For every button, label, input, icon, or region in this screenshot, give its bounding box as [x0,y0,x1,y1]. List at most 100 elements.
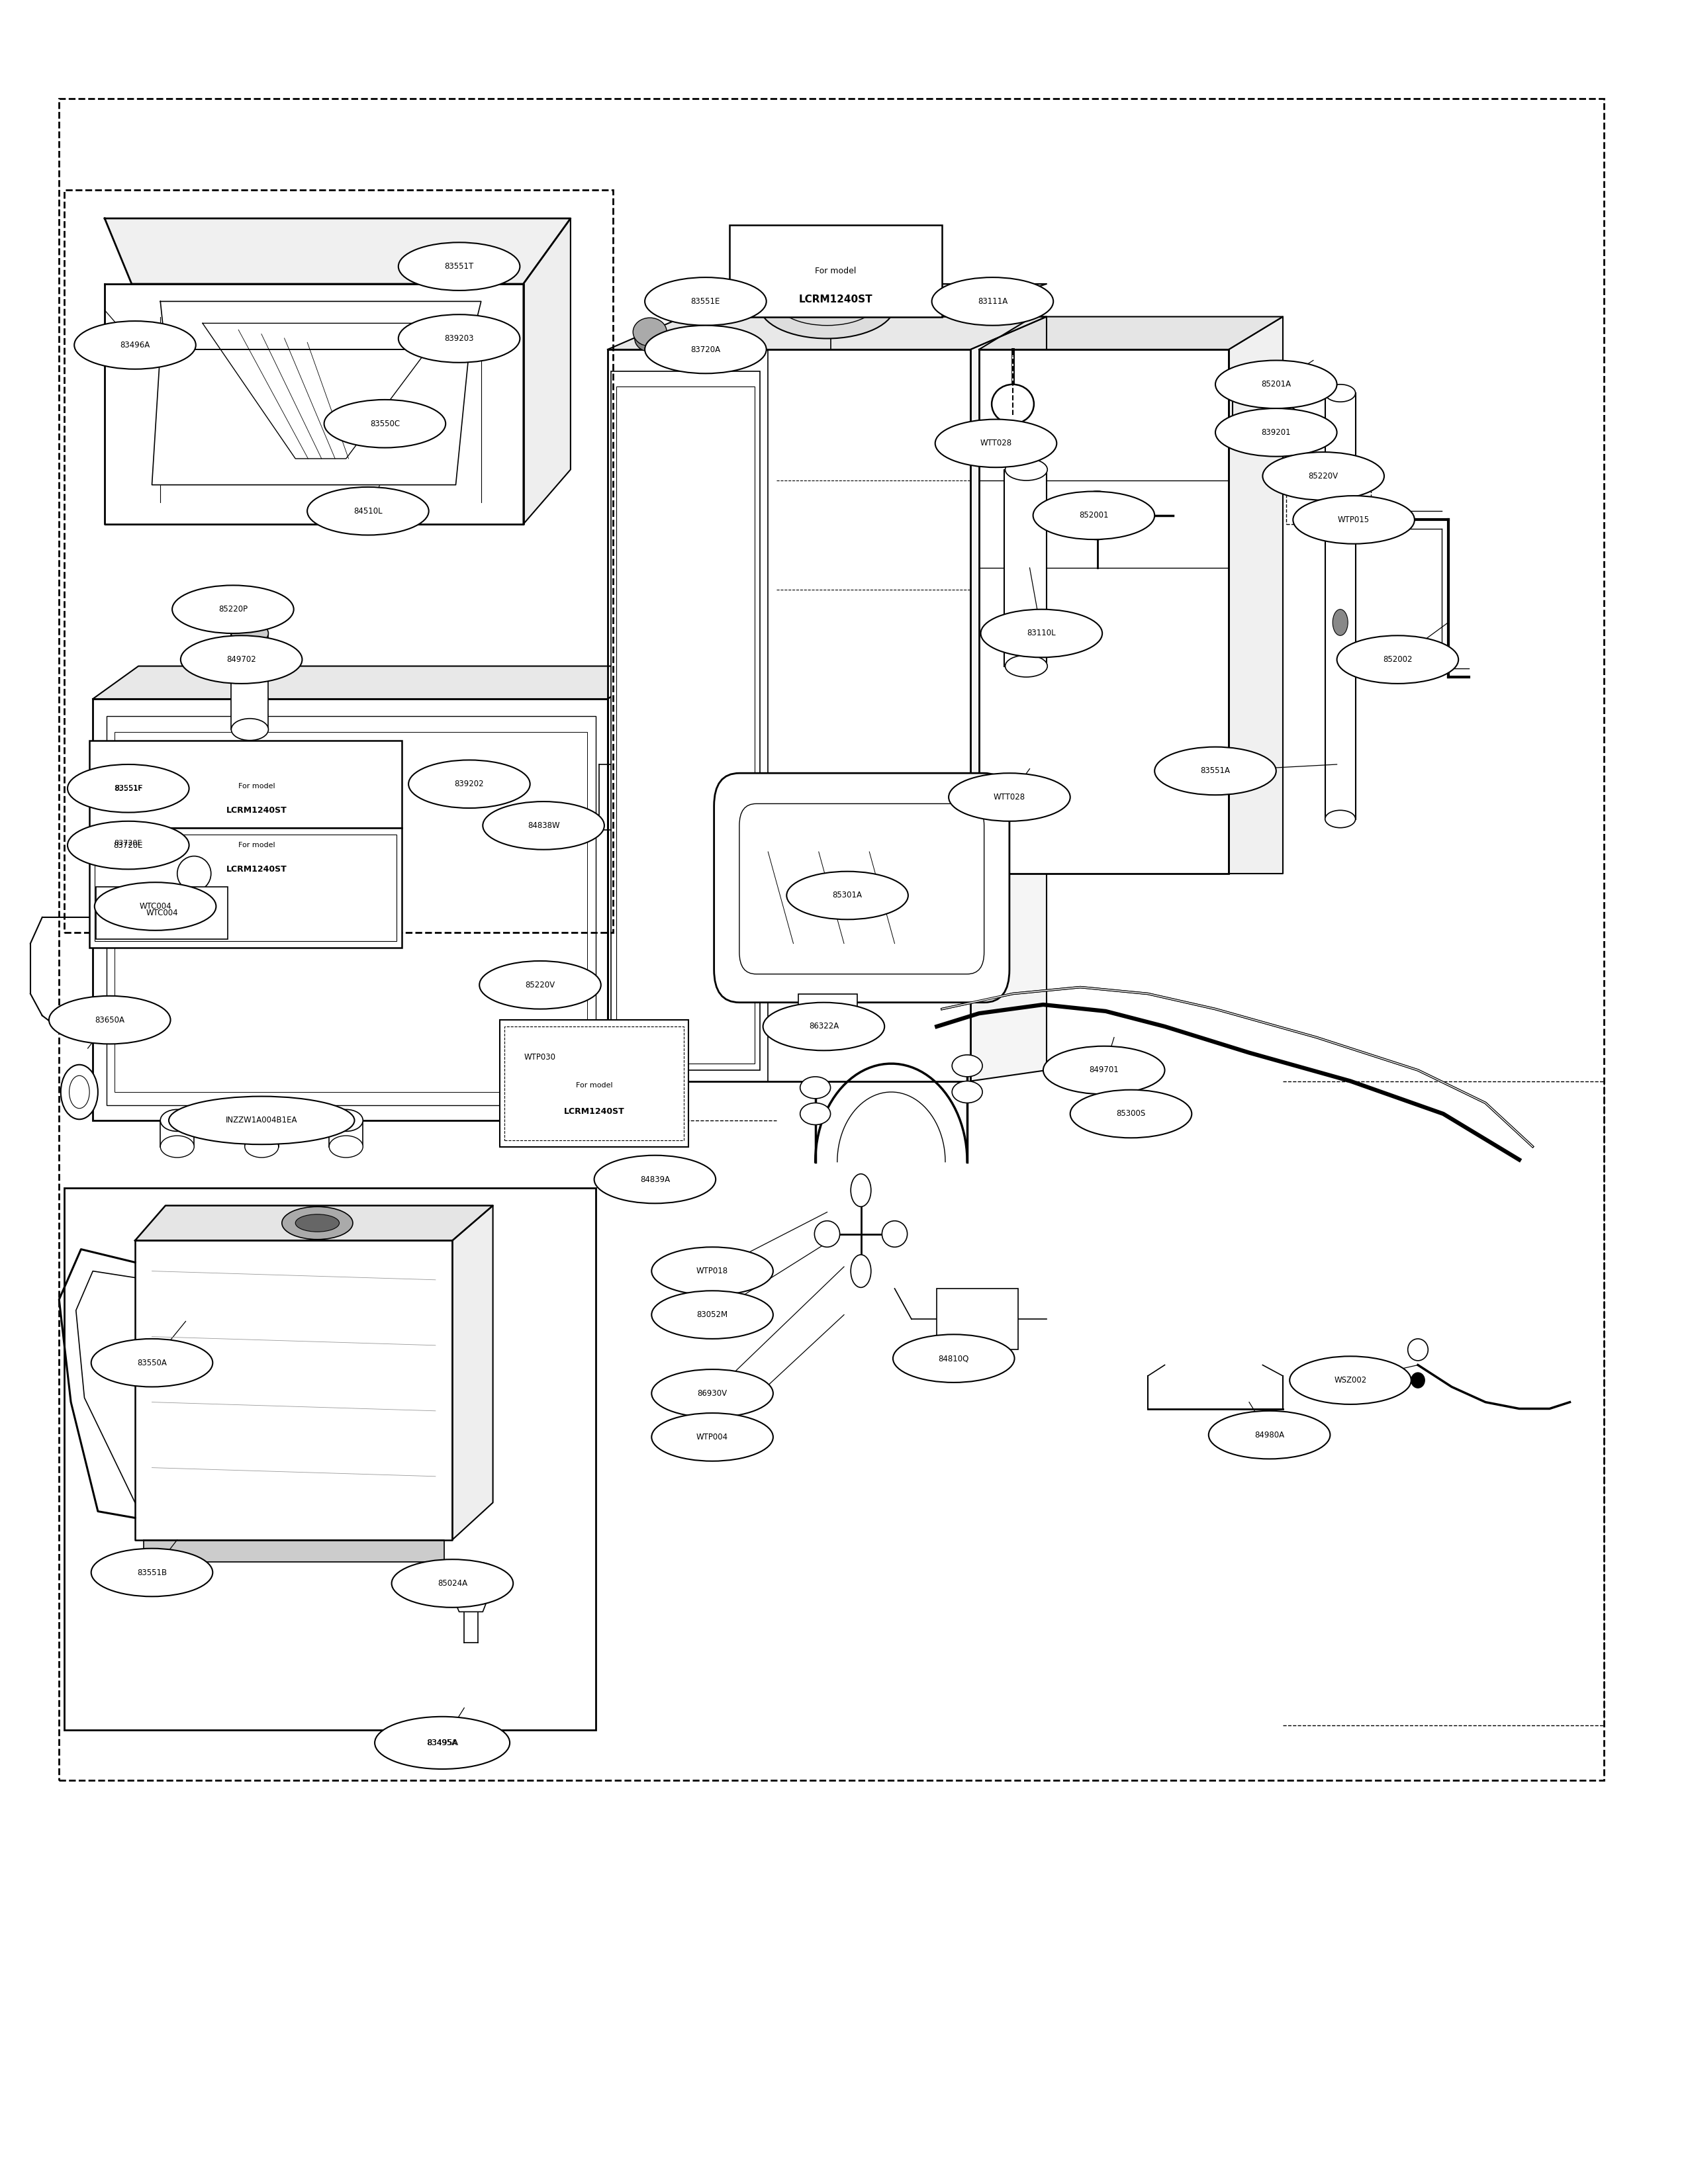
Polygon shape [684,284,1047,317]
Text: 85220P: 85220P [218,605,248,614]
Text: 83495A: 83495A [427,1738,457,1747]
Text: 84838W: 84838W [527,821,560,830]
Text: LCRM1240ST: LCRM1240ST [564,1107,625,1116]
Text: 83551F: 83551F [115,784,142,793]
Bar [810,1013,847,1044]
Ellipse shape [1325,384,1355,402]
Bar [616,387,755,1064]
Text: WTT028: WTT028 [981,439,1011,448]
Polygon shape [608,666,658,1120]
Ellipse shape [442,1562,500,1583]
Text: For model: For model [238,782,275,791]
Ellipse shape [74,321,196,369]
Ellipse shape [1215,360,1337,408]
Polygon shape [203,323,447,459]
Polygon shape [143,1540,444,1562]
Bar [59,98,1604,1780]
Text: 83495A: 83495A [427,1738,457,1747]
Text: 83550A: 83550A [137,1358,167,1367]
Text: 85301A: 85301A [832,891,863,900]
Ellipse shape [177,856,211,891]
Text: 839203: 839203 [444,334,474,343]
Ellipse shape [952,1055,982,1077]
Ellipse shape [282,1206,353,1241]
Bar [608,349,971,1081]
Ellipse shape [245,1136,279,1158]
Ellipse shape [633,319,667,345]
Ellipse shape [1209,1411,1330,1459]
Text: 86322A: 86322A [809,1022,839,1031]
Text: WTT028: WTT028 [994,793,1025,802]
Text: 85024A: 85024A [437,1579,468,1588]
Text: 83551T: 83551T [444,262,474,271]
Ellipse shape [1033,491,1155,539]
Polygon shape [93,666,658,699]
Ellipse shape [981,609,1102,657]
Ellipse shape [645,325,766,373]
Ellipse shape [91,1339,213,1387]
Bar [64,1188,596,1730]
Ellipse shape [993,384,1033,424]
Text: 84810Q: 84810Q [939,1354,969,1363]
Ellipse shape [635,325,665,352]
Text: 839201: 839201 [1261,428,1291,437]
Ellipse shape [169,1096,354,1144]
Polygon shape [452,1206,493,1540]
Polygon shape [160,301,481,349]
Ellipse shape [231,719,268,740]
Ellipse shape [375,1717,510,1769]
Ellipse shape [231,622,268,644]
Ellipse shape [61,1066,98,1118]
Ellipse shape [329,1136,363,1158]
Text: 83052M: 83052M [697,1310,728,1319]
Bar [96,887,228,939]
Bar [979,349,1229,874]
Ellipse shape [893,1334,1014,1382]
Ellipse shape [1337,636,1458,684]
Bar [89,828,402,948]
Text: 849701: 849701 [1089,1066,1119,1075]
Text: For model: For model [576,1081,613,1090]
Bar [611,371,760,1070]
Bar [729,225,942,317]
Text: 83551B: 83551B [137,1568,167,1577]
Ellipse shape [652,1247,773,1295]
Bar [93,699,608,1120]
Bar [1004,470,1047,666]
Ellipse shape [1043,1046,1165,1094]
Ellipse shape [1293,496,1415,544]
Ellipse shape [329,1109,363,1131]
Bar [64,190,613,933]
Ellipse shape [324,400,446,448]
Polygon shape [523,218,571,524]
Ellipse shape [95,882,216,930]
Text: WTP030: WTP030 [525,1053,555,1061]
Text: LCRM1240ST: LCRM1240ST [798,295,873,304]
Ellipse shape [483,802,604,850]
Text: INZZW1A004B1EA: INZZW1A004B1EA [226,1116,297,1125]
Text: 83551A: 83551A [1200,767,1231,775]
Text: WTP015: WTP015 [1339,515,1369,524]
Text: WTC004: WTC004 [145,909,179,917]
Text: WTC004: WTC004 [138,902,172,911]
Polygon shape [979,317,1283,349]
Text: 85220V: 85220V [525,981,555,989]
Bar [505,1026,684,1140]
Text: 83650A: 83650A [95,1016,125,1024]
Bar [95,834,397,941]
Polygon shape [1229,317,1283,874]
Ellipse shape [1408,1339,1428,1361]
Ellipse shape [1263,452,1384,500]
Ellipse shape [307,487,429,535]
Ellipse shape [1070,1090,1192,1138]
Text: 83720E: 83720E [115,839,142,847]
Polygon shape [152,349,469,485]
Polygon shape [105,284,523,524]
Ellipse shape [952,1081,982,1103]
Ellipse shape [1325,810,1355,828]
Ellipse shape [949,773,1070,821]
Ellipse shape [935,419,1057,467]
Ellipse shape [68,764,189,812]
Ellipse shape [652,1413,773,1461]
Text: 839202: 839202 [454,780,484,788]
